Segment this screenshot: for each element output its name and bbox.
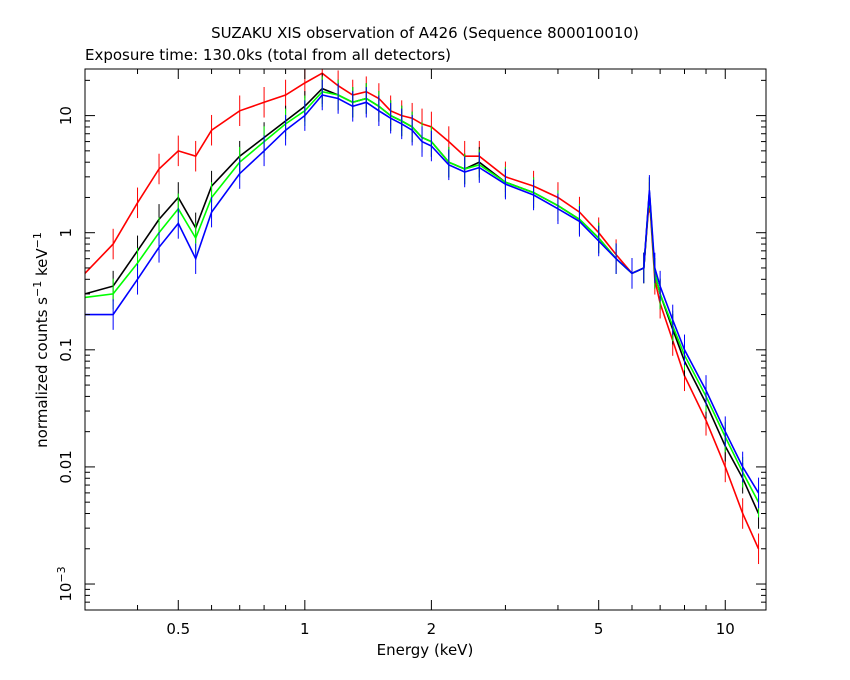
y-axis-label: normalized counts s−1 keV−1 bbox=[31, 232, 52, 448]
x-tick-label: 0.5 bbox=[166, 620, 190, 638]
plot-frame bbox=[84, 68, 767, 611]
series-3 bbox=[84, 79, 760, 509]
y-axis-label-main: normalized counts s bbox=[33, 297, 51, 448]
y-axis-label-sup2: −1 bbox=[31, 232, 44, 248]
x-axis-label: Energy (keV) bbox=[377, 641, 474, 659]
y-tick-label: 0.1 bbox=[57, 338, 75, 362]
x-tick-label: 5 bbox=[594, 620, 604, 638]
x-tick-label: 2 bbox=[427, 620, 437, 638]
y-axis-label-sup1: −1 bbox=[31, 281, 44, 297]
chart-subtitle: Exposure time: 130.0ks (total from all d… bbox=[85, 46, 451, 64]
chart-title: SUZAKU XIS observation of A426 (Sequence… bbox=[211, 24, 639, 42]
y-axis-label-mid: keV bbox=[33, 248, 51, 281]
x-tick-label: 10 bbox=[716, 620, 735, 638]
series-layer bbox=[84, 69, 760, 565]
x-tick-label: 1 bbox=[300, 620, 310, 638]
tick-layer: 0.5 1 2 5 10 10 1 0.1 0.01 10−3 bbox=[55, 69, 766, 638]
y-tick-label: 1 bbox=[57, 228, 75, 238]
y-tick-label: 10 bbox=[57, 106, 75, 125]
y-tick-label: 0.01 bbox=[57, 450, 75, 483]
y-tick-label: 10−3 bbox=[55, 566, 76, 601]
